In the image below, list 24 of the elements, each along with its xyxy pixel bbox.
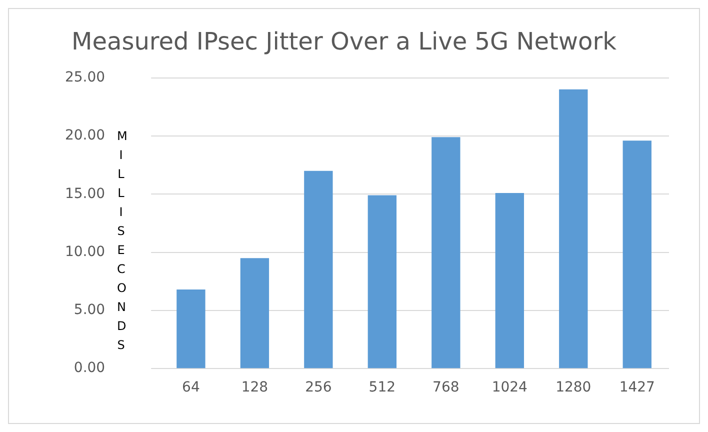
y-tick-label: 25.00 [64, 69, 106, 86]
bar [176, 290, 206, 368]
x-tick-label: 128 [241, 380, 268, 396]
bar [304, 170, 333, 368]
bar [559, 89, 588, 368]
x-tick-label: 1024 [492, 380, 528, 396]
bar [622, 140, 652, 368]
chart-title: Measured IPsec Jitter Over a Live 5G Network [72, 28, 617, 56]
bar [240, 258, 270, 368]
x-tick-label: 1427 [619, 380, 655, 396]
y-tick-label: 10.00 [64, 244, 106, 260]
x-tick-label: 1280 [556, 380, 592, 396]
y-tick-label: 5.00 [74, 302, 106, 318]
x-tick-label: 768 [432, 380, 460, 396]
x-tick-label: 64 [182, 380, 200, 396]
bar [432, 137, 460, 368]
y-tick-label: 0.00 [74, 360, 106, 376]
x-tick-label: 256 [305, 380, 332, 396]
x-tick-label: 512 [368, 380, 396, 396]
bar [495, 192, 524, 368]
y-tick-label: 15.00 [64, 186, 106, 202]
text: MILLISECONDS [117, 129, 128, 352]
bar [368, 195, 397, 368]
y-tick-label: 20.00 [64, 128, 106, 144]
